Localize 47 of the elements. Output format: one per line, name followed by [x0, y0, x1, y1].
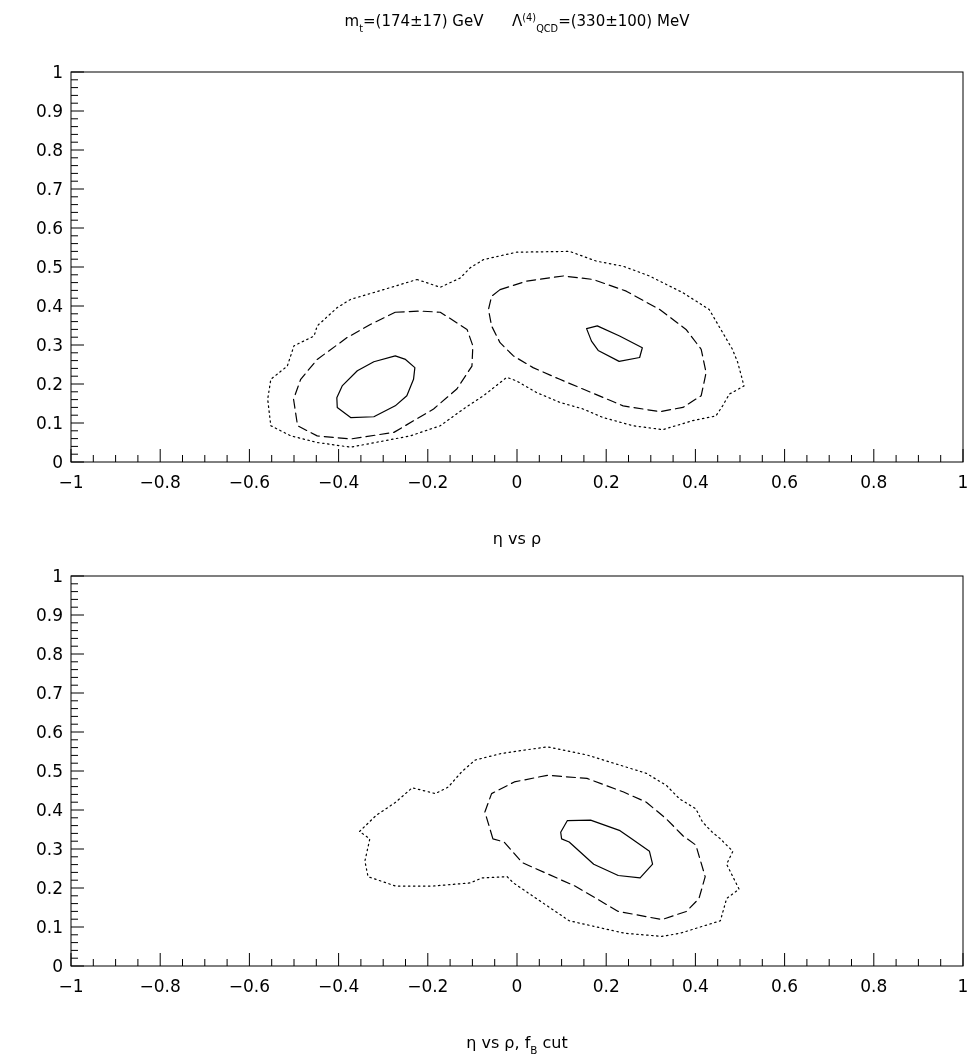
y-tick-label: 0.2 — [35, 374, 63, 394]
x-tick-label: −0.8 — [139, 976, 181, 996]
y-tick-label: 0.1 — [35, 917, 63, 937]
y-tick-label: 0.3 — [35, 335, 63, 355]
y-tick-label: 0.3 — [35, 839, 63, 859]
y-tick-label: 0.7 — [35, 179, 63, 199]
chart-title: m$_{t}$=(174±17) GeV Λ$^{(4)}$$_{QCD}$=(330±100) MeV — [344, 11, 691, 34]
x-tick-label: −0.6 — [228, 976, 271, 996]
x-axis-title: η vs ρ — [492, 529, 542, 548]
y-tick-label: 0.9 — [35, 605, 63, 625]
y-tick-label: 1 — [52, 62, 63, 82]
x-tick-label: 0.4 — [681, 976, 709, 996]
y-tick-label: 1 — [52, 566, 63, 586]
x-tick-label: −0.2 — [407, 472, 449, 492]
x-tick-label: −1 — [58, 976, 84, 996]
x-tick-label: −0.4 — [317, 976, 360, 996]
x-tick-label: 0.2 — [592, 472, 620, 492]
x-tick-label: 0.6 — [771, 472, 799, 492]
x-tick-label: 1 — [957, 472, 969, 492]
y-tick-label: 0.4 — [35, 296, 63, 316]
y-tick-label: 0.7 — [35, 683, 63, 703]
x-tick-label: 0.8 — [860, 976, 888, 996]
x-tick-label: −0.4 — [317, 472, 360, 492]
y-tick-label: 0.6 — [35, 218, 63, 238]
y-tick-label: 0 — [52, 956, 63, 976]
y-tick-label: 0.5 — [35, 761, 63, 781]
x-tick-label: −0.2 — [407, 976, 449, 996]
y-tick-label: 0.2 — [35, 878, 63, 898]
y-tick-label: 0.8 — [35, 140, 63, 160]
x-tick-label: 1 — [957, 976, 969, 996]
x-tick-label: 0.8 — [860, 472, 888, 492]
x-tick-label: 0 — [511, 472, 523, 492]
x-tick-label: −0.6 — [228, 472, 271, 492]
y-tick-label: 0.9 — [35, 101, 63, 121]
x-tick-label: 0 — [511, 976, 523, 996]
x-tick-label: −0.8 — [139, 472, 181, 492]
x-axis-title: η vs ρ, f$_{B}$ cut — [466, 1033, 568, 1056]
y-tick-label: 0.6 — [35, 722, 63, 742]
x-tick-label: 0.4 — [681, 472, 709, 492]
x-tick-label: 0.6 — [771, 976, 799, 996]
x-tick-label: −1 — [58, 472, 84, 492]
y-tick-label: 0 — [52, 452, 63, 472]
y-tick-label: 0.5 — [35, 257, 63, 277]
x-tick-label: 0.2 — [592, 976, 620, 996]
y-tick-label: 0.1 — [35, 413, 63, 433]
y-tick-label: 0.4 — [35, 800, 63, 820]
y-tick-label: 0.8 — [35, 644, 63, 664]
